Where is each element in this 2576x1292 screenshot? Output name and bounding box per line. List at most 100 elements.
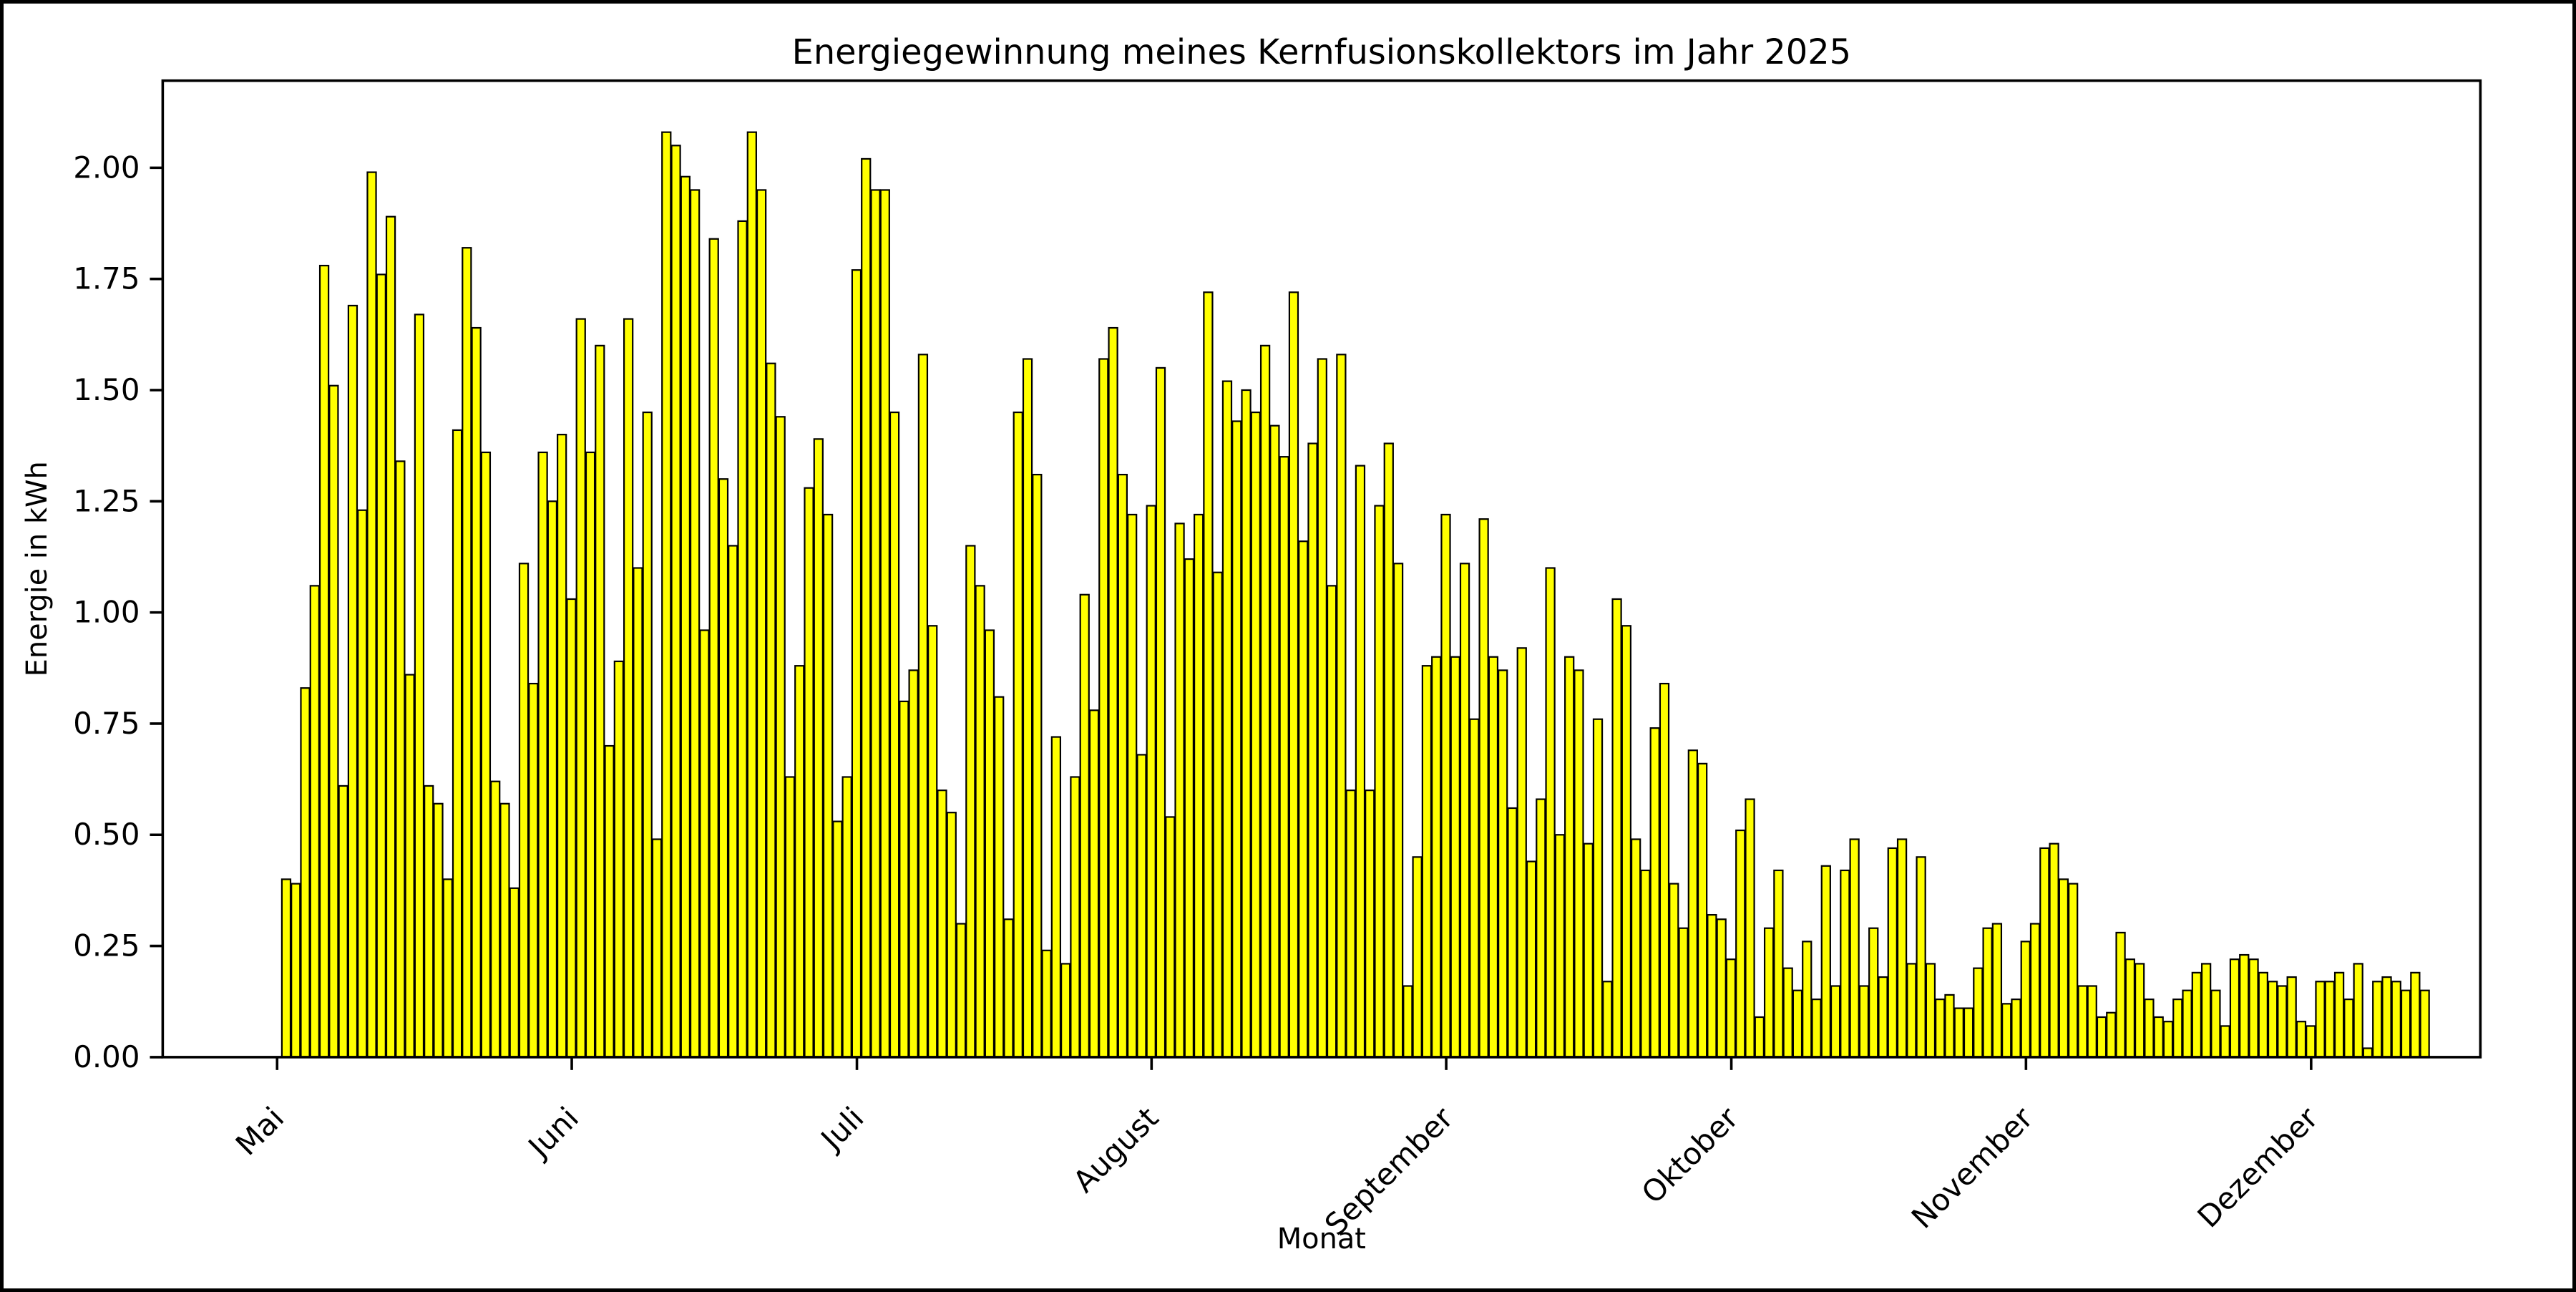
bar — [766, 362, 776, 1058]
x-tick-label: Juni — [520, 1100, 585, 1165]
bar — [1469, 718, 1480, 1058]
bar — [1554, 834, 1566, 1058]
bar — [385, 215, 396, 1058]
bar — [775, 416, 786, 1058]
y-axis-ticks: 0.00 0.25 0.50 0.75 1.00 1.25 1.50 1.75 2.00 — [73, 150, 163, 1074]
bar — [756, 189, 767, 1058]
bar — [651, 838, 663, 1058]
bar — [2353, 963, 2363, 1058]
bar — [718, 478, 729, 1058]
bar — [889, 411, 900, 1058]
bar — [1887, 847, 1898, 1058]
bar — [575, 318, 586, 1058]
bar — [1317, 358, 1327, 1058]
bar — [870, 189, 881, 1058]
bar — [623, 318, 634, 1058]
bar — [1003, 918, 1014, 1058]
bar — [1982, 927, 1993, 1058]
bar — [699, 629, 710, 1058]
x-tick-label: Mai — [229, 1100, 291, 1162]
bar — [595, 344, 605, 1058]
bar — [2315, 981, 2326, 1058]
bar — [1431, 656, 1442, 1058]
bar — [2343, 999, 2354, 1058]
bar — [642, 411, 653, 1058]
bar — [566, 598, 577, 1058]
bar — [2182, 989, 2192, 1058]
bar — [1174, 523, 1185, 1058]
bar — [1383, 442, 1394, 1058]
bar — [1602, 981, 1613, 1058]
bar — [2286, 976, 2297, 1058]
bar — [357, 509, 368, 1058]
bar — [404, 674, 415, 1058]
bar — [1307, 442, 1318, 1058]
bar — [338, 785, 348, 1058]
bar — [1716, 918, 1727, 1058]
bar — [1288, 291, 1299, 1058]
x-tick-label: September — [1318, 1100, 1460, 1243]
bar — [2011, 999, 2021, 1058]
bar — [908, 669, 919, 1058]
bar — [1849, 838, 1860, 1058]
y-tick-label: 1.50 — [73, 372, 140, 407]
bar — [2372, 981, 2383, 1058]
bar — [1146, 505, 1156, 1058]
bar — [1326, 585, 1337, 1058]
bar — [1298, 540, 1309, 1058]
bar — [2200, 963, 2212, 1058]
bar — [2210, 989, 2221, 1058]
bar — [2058, 878, 2069, 1058]
bar — [937, 790, 947, 1058]
bar — [633, 567, 643, 1058]
bar — [1013, 411, 1023, 1058]
bar — [1402, 985, 1413, 1058]
bar — [2068, 883, 2079, 1058]
bar — [1782, 967, 1793, 1058]
bar — [471, 326, 482, 1058]
bar — [1392, 563, 1404, 1058]
bar — [2324, 981, 2335, 1058]
bar — [1935, 999, 1946, 1058]
bar — [1687, 749, 1698, 1058]
energy-bar-chart: Energiegewinnung meines Kernfusionskolle… — [4, 4, 2572, 1288]
bar — [927, 625, 938, 1058]
bar — [1640, 869, 1651, 1058]
bar — [509, 887, 519, 1058]
bar — [1536, 798, 1546, 1058]
bar — [1412, 856, 1423, 1058]
bar — [1450, 656, 1460, 1058]
bar — [1136, 754, 1147, 1058]
bar — [851, 269, 862, 1058]
bar — [547, 500, 558, 1059]
bar — [994, 696, 1005, 1058]
bar — [490, 780, 501, 1058]
bar — [2267, 981, 2278, 1058]
bar — [794, 665, 805, 1058]
bar — [347, 304, 358, 1058]
bar — [1193, 513, 1204, 1058]
bar — [366, 171, 377, 1058]
bar — [1374, 505, 1385, 1058]
bar — [1155, 366, 1166, 1058]
bar — [2191, 971, 2202, 1058]
bar — [1098, 358, 1109, 1058]
bar — [2296, 1021, 2307, 1058]
bar — [613, 660, 625, 1058]
bar — [1792, 989, 1803, 1058]
bar — [1973, 967, 1984, 1058]
bar — [1345, 790, 1356, 1058]
bar — [499, 802, 510, 1058]
bar — [1050, 736, 1062, 1058]
bar — [585, 451, 596, 1058]
bar — [1735, 829, 1746, 1058]
bar — [2039, 847, 2050, 1058]
bar — [2410, 971, 2421, 1058]
bar — [1365, 790, 1375, 1058]
bar — [1459, 563, 1470, 1058]
bar — [899, 700, 909, 1058]
bar — [1022, 358, 1033, 1058]
bar — [2333, 971, 2345, 1058]
bar — [1925, 963, 1936, 1058]
bar — [2220, 1025, 2230, 1058]
